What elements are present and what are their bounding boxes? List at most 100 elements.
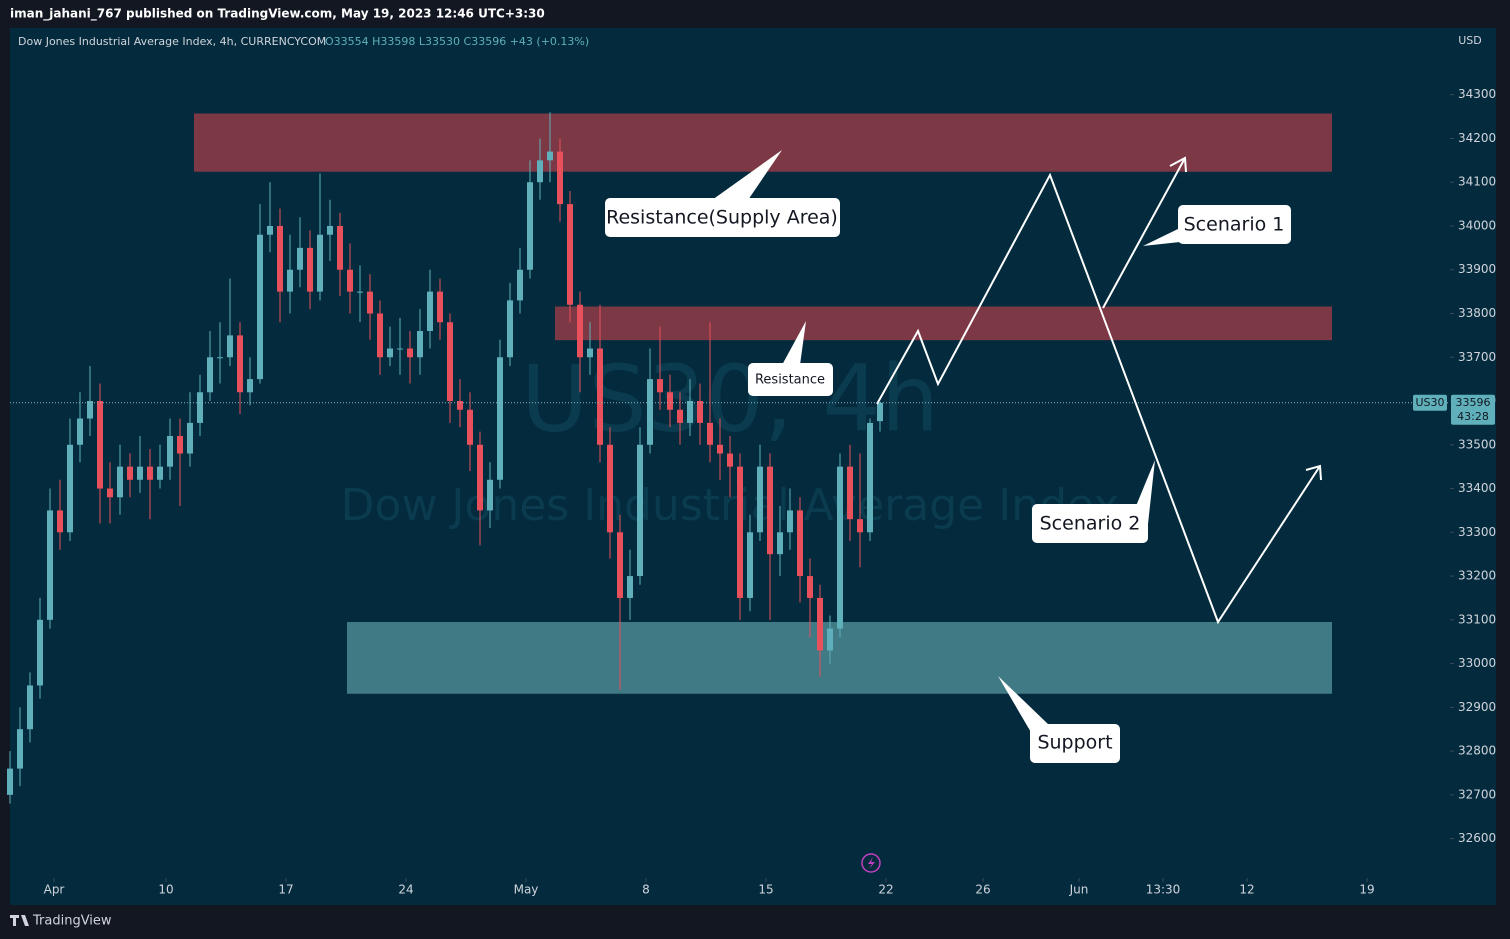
annotation: Scenario 2 [1040,513,1141,535]
x-tick-label: 8 [642,883,650,897]
y-tick-label: 33000 [1458,656,1496,670]
callout-pointer [998,676,1050,734]
candle-body [117,466,123,498]
x-tick-label: 19 [1359,883,1374,897]
candle-body [527,182,533,270]
candle-body [557,151,563,205]
y-tick-label: 33200 [1458,569,1496,583]
candle-body [537,160,543,183]
candle-body [177,436,183,454]
zone [194,113,1332,172]
scenario-path [876,172,1321,625]
candle-body [857,519,863,533]
candle-body [777,532,783,555]
candle-body [577,304,583,358]
candle-body [867,422,873,533]
candle-body [817,597,823,651]
candle-body [727,453,733,467]
candle-body [587,348,593,358]
candle-body [57,510,63,533]
countdown: 43:28 [1457,410,1489,423]
symbol-tag [1413,394,1447,411]
candle-body [227,335,233,358]
candle-body [837,466,843,629]
candle-body [107,488,113,498]
candle-body [17,729,23,769]
candle-body [357,291,363,293]
candle-body [437,291,443,323]
candle-body [757,466,763,533]
candle-body [67,444,73,533]
candle-body [827,628,833,651]
arrow-head [1169,156,1187,173]
y-tick-label: 34000 [1458,218,1496,232]
candle-body [237,335,243,393]
y-tick-label: 33500 [1458,437,1496,451]
candle-body [447,322,453,402]
candle-body [307,247,313,292]
ohlc: O33554 H33598 L33530 C33596 +43 (+0.13%) [325,35,589,48]
y-tick-label: 33400 [1458,481,1496,495]
event-icon[interactable] [861,853,881,873]
candle-body [507,300,513,358]
x-tick-label: 13:30 [1146,883,1181,897]
candle-body [597,348,603,445]
price-tag [1451,394,1495,425]
y-tick-label: 32800 [1458,744,1496,758]
candle-body [187,422,193,454]
x-tick-label: 24 [398,883,413,897]
candle-body [677,409,683,423]
x-tick-label: 12 [1239,883,1254,897]
axes: 32600 32700 32800 32900 33000 33100 33200 33300… [10,87,1496,897]
footer-brand: TradingView [32,914,112,929]
x-tick-label: 10 [158,883,173,897]
candle-body [697,401,703,423]
candle-body [277,225,283,292]
candle-body [417,331,423,358]
candle-body [167,436,173,467]
candle-body [247,379,253,393]
callout-pointer [1143,228,1180,246]
zone [555,306,1332,341]
scenario-paths [876,156,1322,625]
y-tick-label: 34200 [1458,131,1496,145]
candle-body [147,466,153,480]
callout-box [1032,504,1148,543]
candle-body [637,444,643,577]
arrow-head [1305,464,1322,481]
candle-body [607,444,613,533]
candle-body [567,204,573,305]
callouts [605,150,1291,763]
y-tick-label: 33900 [1458,262,1496,276]
candle-body [667,392,673,410]
candle-body [547,151,553,161]
x-tick-label: Jun [1069,883,1089,897]
annotation: Support [1037,732,1112,754]
x-tick-label: 26 [975,883,990,897]
event-icon-bolt [868,857,875,869]
candle-body [27,685,33,730]
candle-body [287,269,293,292]
callout-pointer [712,150,782,200]
callout-pointer [782,321,806,365]
candle-body [127,466,133,480]
callout-box [748,363,833,396]
candle-body [267,225,273,235]
candle-body [97,401,103,489]
y-tick-label: 33100 [1458,612,1496,626]
symbol-label: US30 [1415,396,1444,409]
candle-body [657,379,663,393]
candle-body [337,225,343,270]
x-tick-label: May [514,883,539,897]
publisher: iman_jahani_767 published on TradingView… [10,7,545,22]
callout-box [1178,205,1291,244]
candle-body [217,357,223,359]
candle-body [877,402,883,422]
logo [10,915,29,926]
candle-body [7,768,13,795]
candle-body [77,418,83,445]
currency: USD [1458,34,1482,47]
candle-body [427,291,433,332]
annotation: Resistance(Supply Area) [606,207,838,229]
y-tick-label: 33800 [1458,306,1496,320]
